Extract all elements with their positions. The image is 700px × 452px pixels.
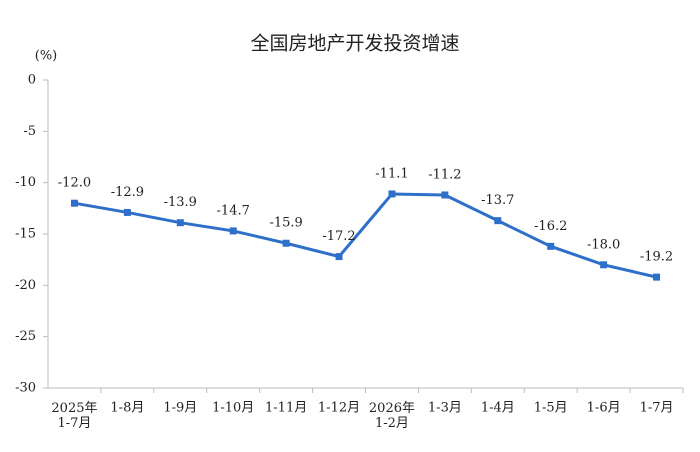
y-tick-label: -20 [15, 278, 36, 293]
point [70, 199, 78, 207]
point [123, 208, 131, 216]
y-tick-label: -30 [15, 381, 36, 396]
y-tick-label: 0 [28, 73, 36, 88]
y-tick-label: -10 [15, 175, 36, 190]
x-tick-label: 1-8月 [110, 401, 144, 416]
point [176, 219, 184, 227]
x-tick-label: 1-6月 [587, 401, 621, 416]
x-tick-label: 1-9月 [163, 401, 197, 416]
data-label: -12.9 [111, 185, 144, 200]
chart-title: 全国房地产开发投资增速 [250, 33, 459, 55]
point [441, 191, 449, 199]
data-label: -19.2 [640, 250, 673, 265]
y-tick-label: -5 [23, 124, 36, 139]
point [494, 217, 502, 225]
data-label: -13.7 [481, 193, 514, 208]
point [229, 227, 237, 235]
point [547, 242, 555, 250]
point [282, 239, 290, 247]
x-tick-label: 2026年 1-2月 [369, 401, 415, 431]
x-tick-label: 1-11月 [265, 401, 307, 416]
y-axis-label: (%) [35, 49, 58, 64]
point [653, 273, 661, 281]
point [600, 261, 608, 269]
x-tick-label: 1-7月 [640, 401, 674, 416]
data-label: -18.0 [587, 237, 620, 252]
data-label: -17.2 [322, 229, 355, 244]
x-tick-label: 1-4月 [481, 401, 515, 416]
y-tick-label: -25 [15, 329, 36, 344]
x-tick-label: 1-5月 [534, 401, 568, 416]
data-label: -15.9 [269, 216, 302, 231]
x-tick-label: 1-12月 [318, 401, 360, 416]
y-tick-label: -15 [15, 227, 36, 242]
data-label: -16.2 [534, 219, 567, 234]
data-label: -14.7 [217, 203, 250, 218]
data-label: -11.2 [428, 167, 461, 182]
x-tick-label: 2025年 1-7月 [51, 401, 97, 431]
x-tick-label: 1-10月 [212, 401, 254, 416]
x-tick-label: 1-3月 [428, 401, 462, 416]
data-label: -11.1 [375, 166, 408, 181]
data-label: -12.0 [58, 176, 91, 191]
series-line [74, 192, 657, 279]
point [388, 190, 396, 198]
data-label: -13.9 [164, 195, 197, 210]
point [335, 253, 343, 261]
